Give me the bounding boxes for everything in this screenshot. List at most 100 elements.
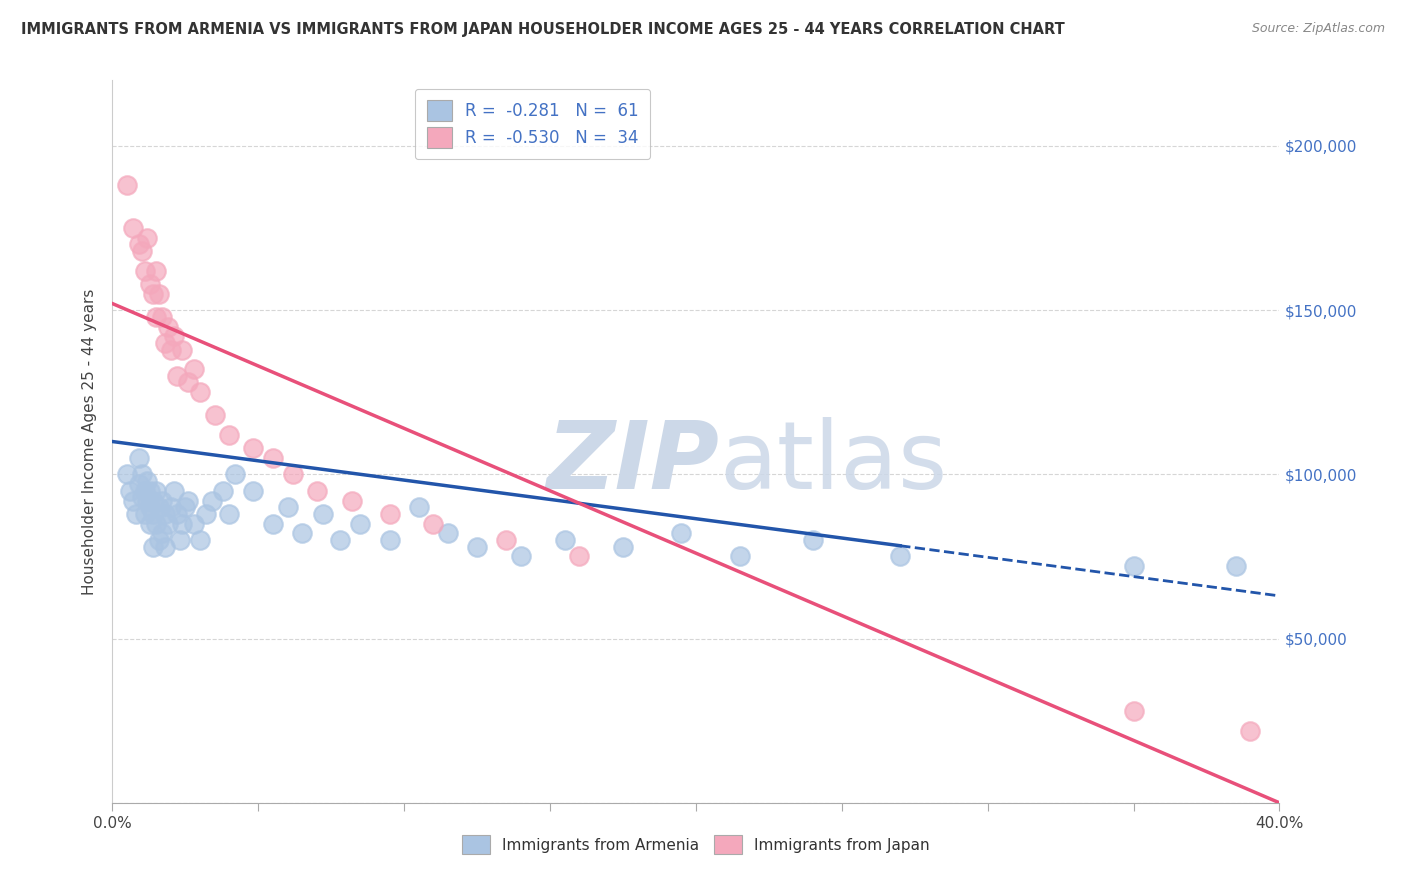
Point bbox=[125, 507, 148, 521]
Text: atlas: atlas bbox=[720, 417, 948, 509]
Point bbox=[378, 507, 401, 521]
Legend: Immigrants from Armenia, Immigrants from Japan: Immigrants from Armenia, Immigrants from… bbox=[456, 830, 936, 860]
Point bbox=[889, 549, 911, 564]
Point bbox=[145, 310, 167, 324]
Point bbox=[612, 540, 634, 554]
Point bbox=[465, 540, 488, 554]
Point bbox=[218, 507, 240, 521]
Point bbox=[1122, 704, 1144, 718]
Text: IMMIGRANTS FROM ARMENIA VS IMMIGRANTS FROM JAPAN HOUSEHOLDER INCOME AGES 25 - 44: IMMIGRANTS FROM ARMENIA VS IMMIGRANTS FR… bbox=[21, 22, 1064, 37]
Point bbox=[801, 533, 824, 547]
Point bbox=[305, 483, 328, 498]
Point bbox=[122, 221, 145, 235]
Point bbox=[136, 493, 159, 508]
Point bbox=[131, 467, 153, 482]
Point bbox=[166, 507, 188, 521]
Point bbox=[142, 540, 165, 554]
Point bbox=[408, 500, 430, 515]
Point bbox=[153, 336, 176, 351]
Point bbox=[422, 516, 444, 531]
Point bbox=[242, 483, 264, 498]
Point bbox=[172, 343, 194, 357]
Point bbox=[1122, 559, 1144, 574]
Point bbox=[291, 526, 314, 541]
Point bbox=[160, 343, 183, 357]
Point bbox=[212, 483, 235, 498]
Point bbox=[1239, 723, 1261, 738]
Point bbox=[131, 244, 153, 258]
Point bbox=[128, 237, 150, 252]
Point bbox=[262, 450, 284, 465]
Point bbox=[183, 516, 205, 531]
Point bbox=[349, 516, 371, 531]
Point bbox=[136, 474, 159, 488]
Point bbox=[148, 500, 170, 515]
Point bbox=[183, 362, 205, 376]
Point bbox=[153, 540, 176, 554]
Point bbox=[118, 483, 141, 498]
Point bbox=[283, 467, 305, 482]
Point bbox=[177, 493, 200, 508]
Point bbox=[160, 500, 183, 515]
Point bbox=[311, 507, 333, 521]
Point bbox=[568, 549, 591, 564]
Point bbox=[148, 286, 170, 301]
Point bbox=[174, 500, 197, 515]
Point bbox=[156, 319, 179, 334]
Point bbox=[142, 507, 165, 521]
Point bbox=[204, 409, 226, 423]
Point bbox=[276, 500, 298, 515]
Point bbox=[131, 491, 153, 505]
Point bbox=[150, 310, 173, 324]
Point bbox=[150, 493, 173, 508]
Point bbox=[145, 483, 167, 498]
Point bbox=[163, 329, 186, 343]
Point bbox=[163, 483, 186, 498]
Point bbox=[166, 368, 188, 383]
Point bbox=[128, 477, 150, 491]
Point bbox=[139, 500, 162, 515]
Point bbox=[1225, 559, 1247, 574]
Point bbox=[139, 277, 162, 291]
Point bbox=[115, 178, 138, 193]
Text: ZIP: ZIP bbox=[547, 417, 720, 509]
Point bbox=[122, 493, 145, 508]
Point bbox=[671, 526, 693, 541]
Point bbox=[145, 516, 167, 531]
Y-axis label: Householder Income Ages 25 - 44 years: Householder Income Ages 25 - 44 years bbox=[82, 288, 97, 595]
Point bbox=[153, 507, 176, 521]
Point bbox=[495, 533, 517, 547]
Point bbox=[134, 264, 156, 278]
Point bbox=[136, 231, 159, 245]
Point bbox=[201, 493, 224, 508]
Point bbox=[728, 549, 751, 564]
Point bbox=[554, 533, 576, 547]
Point bbox=[128, 450, 150, 465]
Point bbox=[329, 533, 352, 547]
Point bbox=[242, 441, 264, 455]
Point bbox=[224, 467, 246, 482]
Point bbox=[134, 483, 156, 498]
Point bbox=[139, 516, 162, 531]
Point bbox=[177, 376, 200, 390]
Point bbox=[142, 493, 165, 508]
Point bbox=[188, 533, 211, 547]
Point bbox=[169, 533, 191, 547]
Point bbox=[509, 549, 531, 564]
Text: Source: ZipAtlas.com: Source: ZipAtlas.com bbox=[1251, 22, 1385, 36]
Point bbox=[172, 516, 194, 531]
Point bbox=[150, 526, 173, 541]
Point bbox=[378, 533, 401, 547]
Point bbox=[115, 467, 138, 482]
Point bbox=[188, 385, 211, 400]
Point bbox=[262, 516, 284, 531]
Point bbox=[156, 516, 179, 531]
Point bbox=[142, 286, 165, 301]
Point bbox=[218, 428, 240, 442]
Point bbox=[340, 493, 363, 508]
Point bbox=[134, 507, 156, 521]
Point bbox=[148, 533, 170, 547]
Point bbox=[194, 507, 217, 521]
Point bbox=[139, 483, 162, 498]
Point bbox=[437, 526, 460, 541]
